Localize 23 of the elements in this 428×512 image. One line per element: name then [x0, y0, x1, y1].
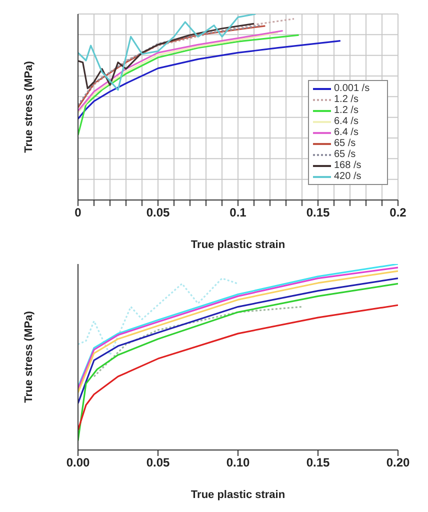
x-tick-label: 0.05 [146, 456, 170, 470]
x-axis-title: True plastic strain [190, 489, 286, 501]
x-tick-label: 0.15 [306, 456, 330, 470]
legend-label: 1.2 /s [334, 94, 358, 105]
x-tick-label: 0.10 [226, 456, 250, 470]
y-axis-title: True stress (MPa) [22, 60, 35, 153]
x-tick-label: 0.05 [146, 206, 170, 220]
legend-label: 1.2 /s [334, 105, 358, 116]
legend-label: 0.001 /s [334, 83, 370, 94]
legend-label: 420 /s [334, 171, 362, 182]
x-tick-label: 0 [74, 206, 82, 220]
x-tick-label: 0.15 [306, 206, 330, 220]
legend-label: 65 /s [334, 149, 356, 160]
x-tick-label: 0.00 [66, 456, 90, 470]
x-axis-title: True plastic strain [190, 239, 286, 251]
legend-label: 168 /s [334, 160, 362, 171]
legend-label: 6.4 /s [334, 127, 358, 138]
legend-label: 65 /s [334, 138, 356, 149]
legend-label: 6.4 /s [334, 116, 358, 127]
x-tick-label: 0.1 [230, 206, 247, 220]
x-tick-label: 0.20 [386, 456, 410, 470]
x-tick-label: 0.2 [390, 206, 407, 220]
y-axis-title: True stress (MPa) [22, 310, 35, 403]
